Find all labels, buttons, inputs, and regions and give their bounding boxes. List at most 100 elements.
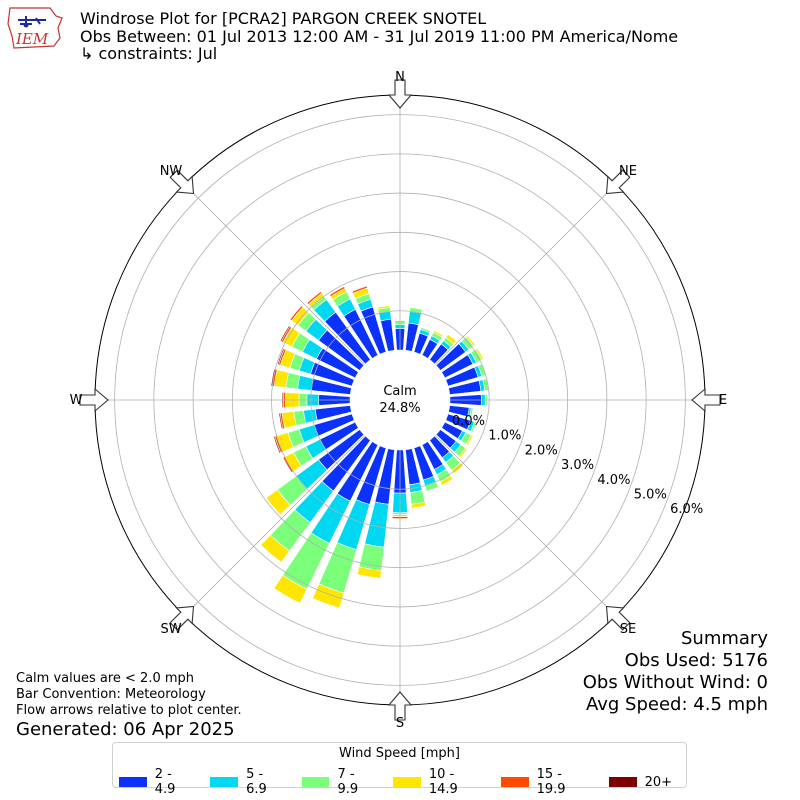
direction-label-se: SE (620, 622, 636, 637)
generated-date: Generated: 06 Apr 2025 (16, 719, 235, 740)
flow-arrow-icon (387, 79, 413, 109)
legend-label: 2 - 4.9 (154, 767, 176, 797)
calm-label: Calm (383, 384, 416, 399)
legend-swatch (301, 777, 330, 787)
flow-arrow-icon (605, 169, 631, 195)
windrose-bar-segment (277, 348, 285, 366)
windrose-bar-segment (297, 375, 314, 391)
windrose-bar-segment (289, 305, 304, 322)
radial-tick-labels: 0.0%1.0% 2.0%3.0%4.0% 5.0%6.0% (452, 414, 703, 517)
iem-logo: IEM (7, 7, 63, 49)
radial-tick-label: 3.0% (561, 458, 594, 473)
radial-tick-label: 2.0% (525, 443, 558, 458)
flow-arrows (79, 79, 721, 721)
grid-spoke (435, 435, 616, 616)
windrose-bar-segment (278, 412, 284, 430)
radial-tick-label: 0.0% (452, 414, 485, 429)
legend-label: 15 - 19.9 (536, 767, 566, 797)
legend: Wind Speed [mph] 2 - 4.9 5 - 6.9 7 - 9.9… (112, 742, 687, 797)
legend-label: 20+ (644, 774, 672, 790)
calm-circle (350, 350, 450, 450)
chart-title: Windrose Plot for [PCRA2] PARGON CREEK S… (80, 9, 487, 28)
windrose-bar-segment (265, 489, 291, 516)
note-flow-arrows: Flow arrows relative to plot center. (16, 703, 242, 718)
windrose-bar-segment (465, 335, 476, 347)
legend-label: 7 - 9.9 (337, 767, 359, 797)
windrose-bar-segment (470, 421, 477, 433)
chart-subtitle: Obs Between: 01 Jul 2013 12:00 AM - 31 J… (80, 26, 679, 46)
direction-labels: N NE E SE S SW W NW (70, 70, 728, 731)
summary-obs-without-wind: Obs Without Wind: 0 (582, 672, 768, 693)
windrose-bar-segment (411, 501, 427, 509)
windrose-bar-segment (273, 436, 282, 454)
legend-item: 2 - 4.9 (119, 767, 196, 797)
windrose-bar-segment (356, 566, 382, 579)
direction-label-s: S (396, 716, 404, 731)
windrose-bar-segment (279, 325, 291, 342)
flow-arrow-icon (169, 605, 195, 631)
radial-tick-label: 5.0% (634, 487, 667, 502)
windrose-bars (260, 285, 490, 609)
radial-tick-label: 6.0% (670, 502, 703, 517)
legend-swatch (608, 777, 637, 787)
summary-obs-used: Obs Used: 5176 (624, 650, 768, 671)
legend-item: 15 - 19.9 (500, 767, 595, 797)
windrose-bar-segment (469, 407, 474, 418)
windrose-bar-segment (273, 574, 308, 604)
windrose-bar-segment (420, 327, 431, 334)
grid-spoke (184, 184, 365, 365)
windrose-bar-segment (306, 291, 323, 305)
plot-notes: Calm values are < 2.0 mph Bar Convention… (16, 671, 242, 719)
radial-tick-label: 1.0% (488, 429, 521, 444)
grid-spoke (435, 184, 616, 365)
legend-item: 7 - 9.9 (301, 767, 379, 797)
polar-grid (94, 94, 706, 706)
summary-title: Summary (681, 628, 768, 649)
flow-arrow-icon (691, 387, 721, 413)
grid-spoke (184, 435, 365, 616)
chart-constraints: ↳ constraints: Jul (80, 44, 218, 63)
windrose-bar-segment (465, 434, 474, 446)
windrose-bar-segment (439, 475, 454, 486)
direction-label-w: W (70, 393, 83, 408)
legend-swatch (210, 777, 239, 787)
flow-arrow-icon (387, 691, 413, 721)
direction-label-ne: NE (619, 164, 637, 179)
legend-swatch (119, 777, 147, 787)
legend-label: 5 - 6.9 (246, 767, 267, 797)
legend-swatch (393, 777, 421, 787)
direction-label-sw: SW (160, 622, 181, 637)
calm-value: 24.8% (379, 401, 420, 416)
legend-items: 2 - 4.9 5 - 6.9 7 - 9.9 10 - 14.9 15 - 1… (119, 767, 686, 797)
windrose-bar-segment (376, 305, 391, 310)
windrose-bar-segment (445, 333, 457, 345)
windrose-bar-segment (329, 286, 346, 297)
windrose-bar-segment (475, 347, 484, 361)
summary-avg-speed: Avg Speed: 4.5 mph (586, 694, 768, 715)
radial-tick-label: 4.0% (597, 473, 630, 488)
windrose-bar-segment (351, 285, 368, 294)
legend-swatch (500, 777, 529, 787)
legend-item: 5 - 6.9 (210, 767, 287, 797)
legend-item: 20+ (608, 774, 672, 790)
direction-label-nw: NW (160, 164, 183, 179)
windrose-bar-segment (312, 583, 345, 609)
windrose-bar-segment (408, 310, 422, 326)
summary-panel: Summary Obs Used: 5176 Obs Without Wind:… (583, 628, 768, 716)
windrose-bar-segment (432, 330, 444, 338)
legend-title: Wind Speed [mph] (339, 746, 460, 761)
windrose-bar-segment (260, 534, 290, 563)
flow-arrow-icon (169, 169, 195, 195)
windrose-bar-segment (458, 447, 468, 459)
direction-label-n: N (395, 70, 405, 85)
legend-item: 10 - 14.9 (393, 767, 487, 797)
flow-arrow-icon (79, 387, 109, 413)
direction-label-e: E (719, 393, 727, 408)
note-bar-convention: Bar Convention: Meteorology (16, 687, 206, 702)
note-calm: Calm values are < 2.0 mph (16, 671, 195, 686)
legend-label: 10 - 14.9 (428, 767, 458, 797)
logo-text: IEM (15, 30, 49, 48)
chart-header: Windrose Plot for [PCRA2] PARGON CREEK S… (80, 10, 678, 63)
flow-arrow-icon (605, 605, 631, 631)
